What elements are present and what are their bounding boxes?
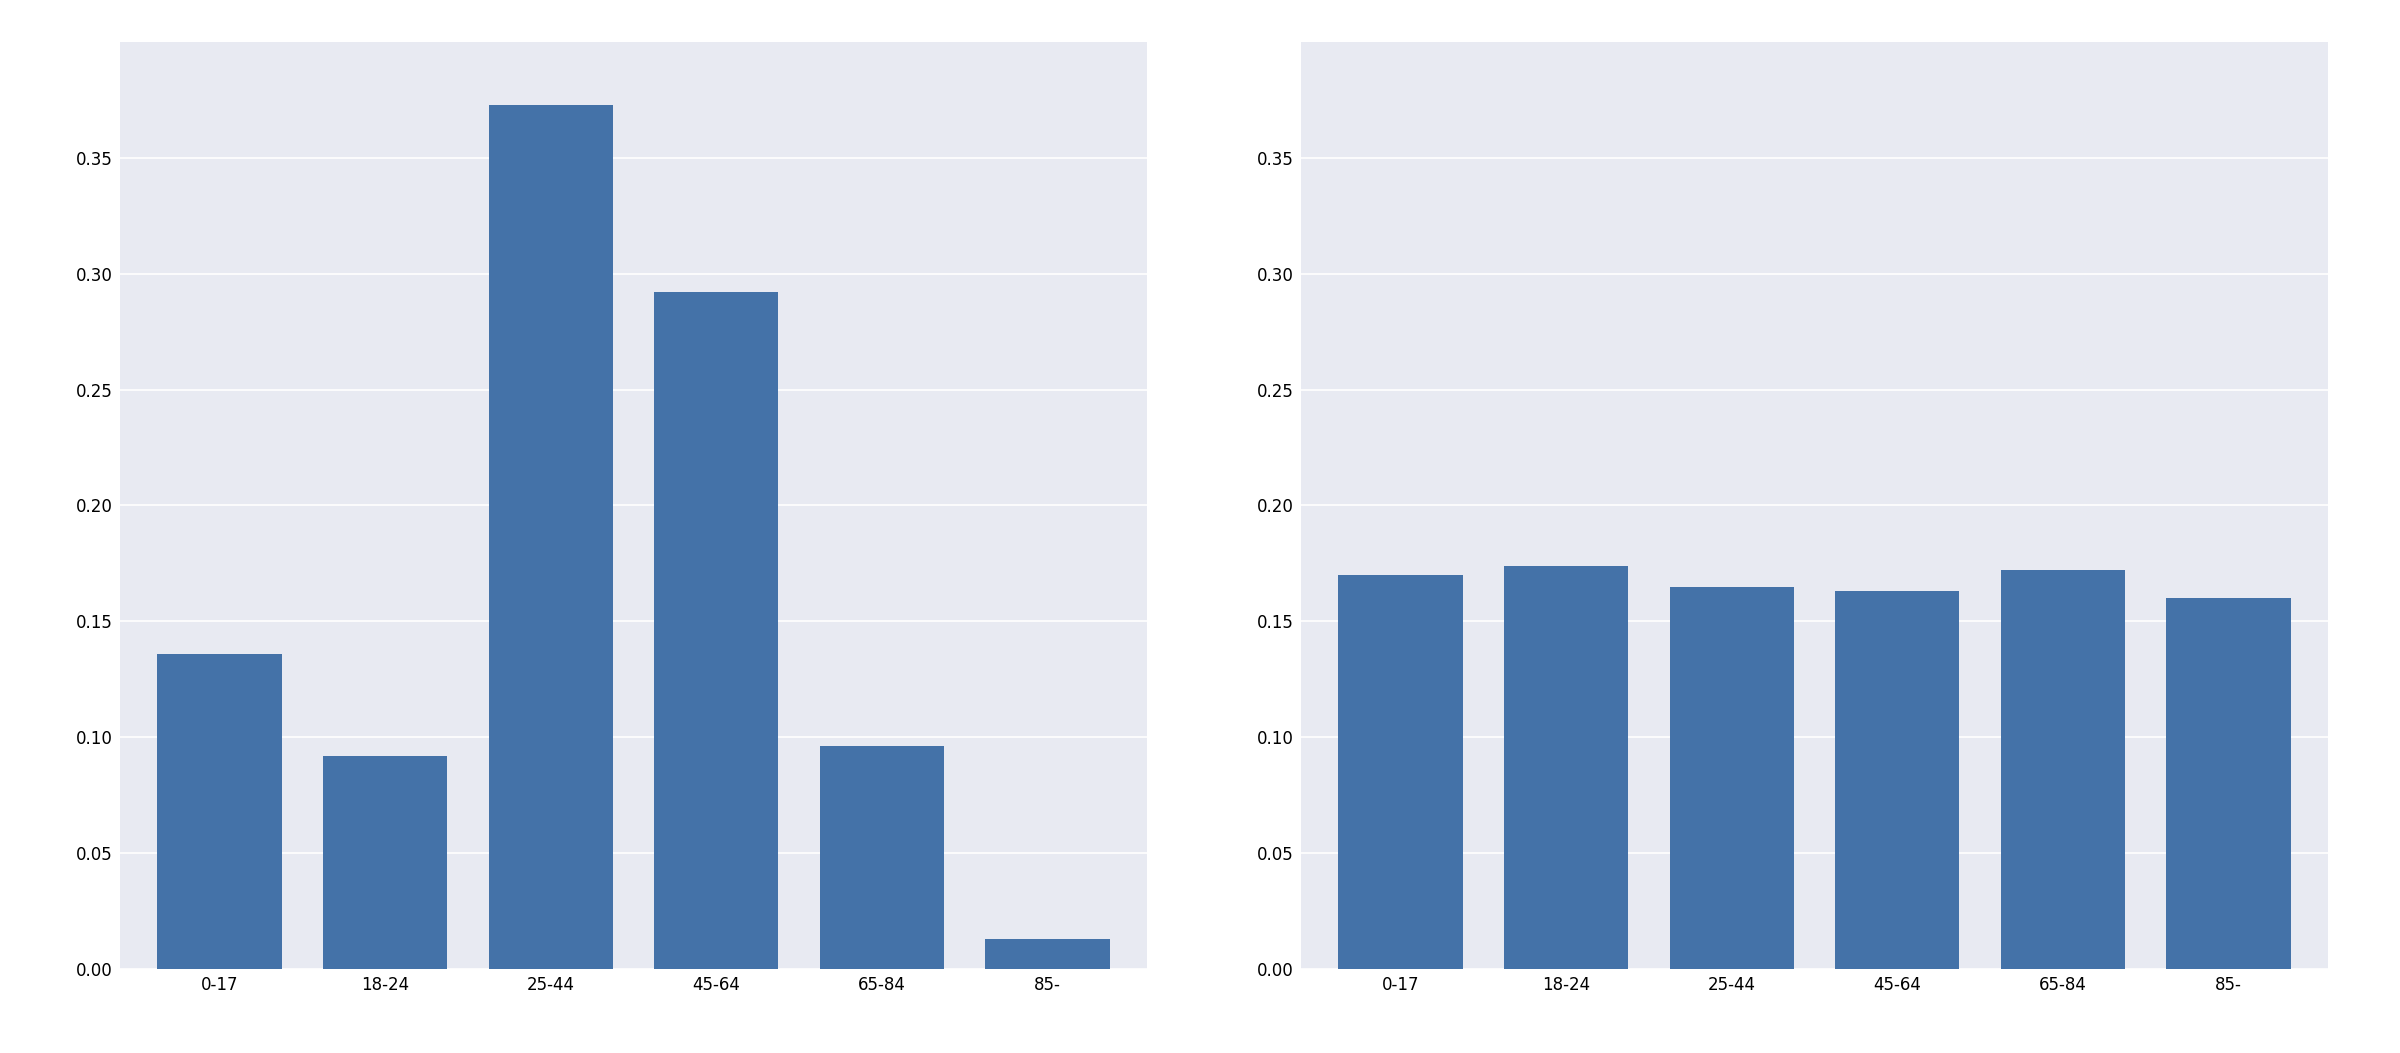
- Bar: [655, 293, 778, 969]
- Bar: [1670, 587, 1793, 969]
- Bar: [2002, 571, 2124, 969]
- Bar: [490, 104, 612, 969]
- Bar: [158, 654, 281, 969]
- Bar: [1505, 565, 1627, 969]
- Bar: [821, 747, 943, 969]
- Bar: [324, 756, 446, 969]
- Bar: [1836, 591, 1958, 969]
- Bar: [1339, 575, 1462, 969]
- Bar: [986, 938, 1109, 969]
- Bar: [2167, 598, 2290, 969]
